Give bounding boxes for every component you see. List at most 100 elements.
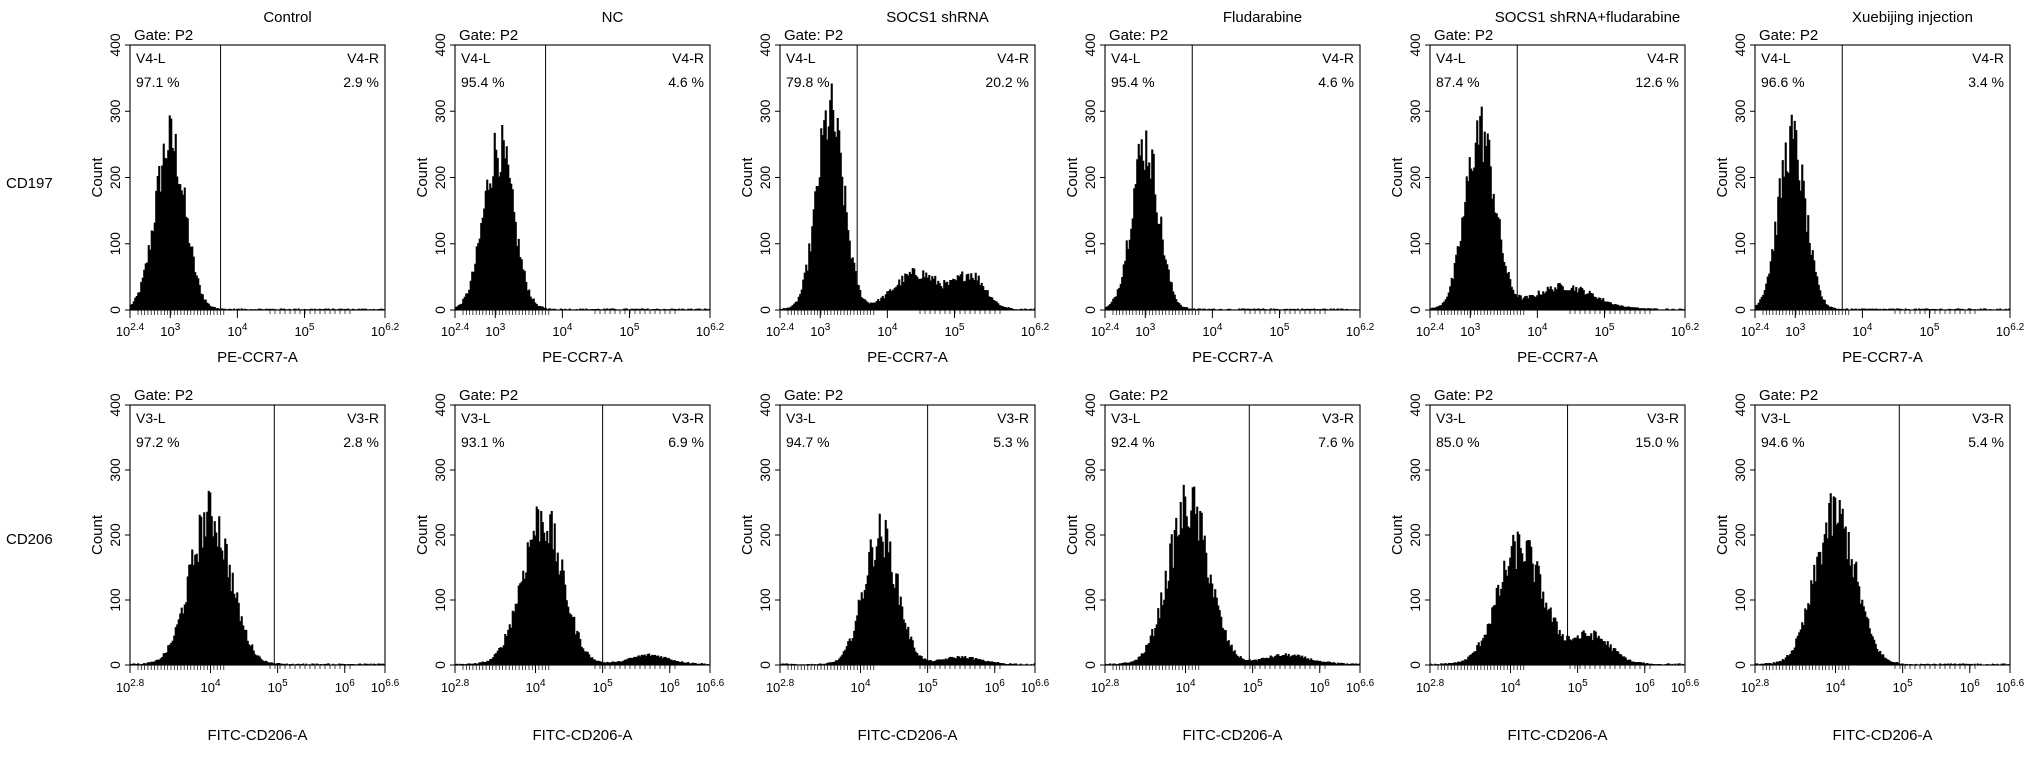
x-tick-base: 10	[552, 324, 566, 339]
gate-label: Gate: P2	[1109, 27, 1168, 44]
x-axis-label: FITC-CD206-A	[857, 727, 957, 744]
x-tick-exponent: 5	[1582, 678, 1588, 689]
x-axis-label: PE-CCR7-A	[1842, 349, 1923, 366]
gate-right-percent: 15.0 %	[1635, 434, 1679, 450]
gate-right-label: V3-R	[672, 410, 704, 426]
x-tick-exponent: 6	[999, 678, 1005, 689]
x-tick-exponent: 4	[1515, 678, 1521, 689]
histogram-panel-cd197-3: SOCS1 shRNA Gate: P2 V4-L 79.8 % V4-R 20.2 % 0…	[739, 9, 1050, 366]
y-tick-label: 0	[1732, 306, 1748, 314]
x-tick-base: 10	[201, 680, 215, 695]
histogram-bars	[129, 490, 386, 666]
x-tick-exponent: 5	[282, 678, 288, 689]
y-tick-label: 400	[432, 393, 448, 417]
gate-left-label: V3-L	[786, 410, 816, 426]
x-tick-exponent: 5	[1284, 322, 1290, 333]
y-axis-label: Count	[414, 514, 431, 555]
y-axis-label: Count	[739, 157, 756, 198]
x-tick-label: 102.8	[1741, 678, 1770, 695]
x-tick-base: 10	[696, 680, 710, 695]
gate-right-percent: 20.2 %	[985, 74, 1029, 90]
x-tick-label: 105	[1893, 678, 1913, 695]
y-tick-label: 0	[107, 661, 123, 669]
x-tick-label: 102.4	[441, 322, 470, 339]
x-tick-base: 10	[1852, 324, 1866, 339]
x-tick-base: 10	[619, 324, 633, 339]
y-tick-label: 0	[1732, 661, 1748, 669]
column-title: Control	[263, 9, 311, 26]
y-axis-label: Count	[1389, 157, 1406, 198]
x-tick-label: 105	[918, 678, 938, 695]
x-tick-base: 10	[441, 324, 455, 339]
x-tick-exponent: 6.2	[1360, 322, 1374, 333]
y-axis-label: Count	[1064, 157, 1081, 198]
y-axis-label: Count	[1064, 514, 1081, 555]
x-axis-label: PE-CCR7-A	[867, 349, 948, 366]
x-tick-base: 10	[1960, 680, 1974, 695]
x-tick-exponent: 6.2	[1685, 322, 1699, 333]
x-tick-base: 10	[227, 324, 241, 339]
x-tick-exponent: 6.2	[710, 322, 724, 333]
x-tick-base: 10	[1527, 324, 1541, 339]
gate-right-label: V4-R	[997, 50, 1029, 66]
x-tick-label: 106.6	[1346, 678, 1375, 695]
gate-label: Gate: P2	[134, 27, 193, 44]
gate-right-label: V4-R	[1322, 50, 1354, 66]
y-tick-label: 200	[1732, 523, 1748, 547]
x-tick-label: 104	[1527, 322, 1547, 339]
x-tick-exponent: 4	[865, 678, 871, 689]
histogram-panel-cd197-4: Fludarabine Gate: P2 V4-L 95.4 % V4-R 4.6 % 0 1…	[1064, 9, 1375, 366]
x-tick-base: 10	[810, 324, 824, 339]
gate-left-label: V4-L	[1111, 50, 1141, 66]
y-tick-label: 400	[1082, 393, 1098, 417]
x-tick-label: 106.6	[696, 678, 725, 695]
x-tick-base: 10	[1346, 680, 1360, 695]
y-tick-label: 400	[107, 393, 123, 417]
x-tick-exponent: 4	[892, 322, 898, 333]
x-tick-exponent: 6.6	[1685, 678, 1699, 689]
gate-left-label: V4-L	[136, 50, 166, 66]
y-tick-label: 0	[432, 306, 448, 314]
x-tick-label: 104	[1176, 678, 1196, 695]
y-tick-label: 300	[1082, 99, 1098, 123]
x-tick-exponent: 6.6	[1035, 678, 1049, 689]
y-tick-label: 300	[1732, 99, 1748, 123]
x-tick-base: 10	[1202, 324, 1216, 339]
histogram-panel-cd197-1: Control Gate: P2 V4-L 97.1 % V4-R 2.9 % 0 100 20…	[89, 9, 400, 366]
y-tick-label: 200	[107, 523, 123, 547]
histogram-panel-cd206-3: Gate: P2 V3-L 94.7 % V3-R 5.3 % 0 100 200 300 400…	[739, 387, 1050, 744]
gate-right-label: V3-R	[1972, 410, 2004, 426]
x-tick-exponent: 6	[674, 678, 680, 689]
x-tick-exponent: 2.4	[780, 322, 794, 333]
column-title: NC	[602, 9, 624, 26]
gate-left-label: V4-L	[1761, 50, 1791, 66]
x-tick-exponent: 4	[1542, 322, 1548, 333]
x-tick-exponent: 2.8	[1755, 678, 1769, 689]
y-tick-label: 100	[1407, 232, 1423, 256]
x-tick-exponent: 4	[540, 678, 546, 689]
y-tick-label: 100	[107, 232, 123, 256]
gate-left-percent: 95.4 %	[461, 74, 505, 90]
y-tick-label: 100	[107, 588, 123, 612]
gate-label: Gate: P2	[1759, 387, 1818, 404]
histogram-panel-cd206-5: Gate: P2 V3-L 85.0 % V3-R 15.0 % 0 100 200 300 40…	[1389, 387, 1700, 744]
x-tick-exponent: 6.2	[385, 322, 399, 333]
x-axis-label: PE-CCR7-A	[217, 349, 298, 366]
x-tick-exponent: 6	[1974, 678, 1980, 689]
histogram-panel-cd206-4: Gate: P2 V3-L 92.4 % V3-R 7.6 % 0 100 200 300 400…	[1064, 387, 1375, 744]
row-label-cd197: CD197	[6, 175, 53, 192]
gate-left-label: V4-L	[1436, 50, 1466, 66]
x-tick-label: 106	[985, 678, 1005, 695]
gate-label: Gate: P2	[459, 27, 518, 44]
gate-right-label: V3-R	[347, 410, 379, 426]
x-tick-label: 102.4	[1416, 322, 1445, 339]
x-tick-exponent: 5	[309, 322, 315, 333]
y-tick-label: 400	[757, 393, 773, 417]
y-tick-label: 300	[432, 458, 448, 482]
x-tick-label: 105	[593, 678, 613, 695]
gate-right-percent: 2.8 %	[343, 434, 379, 450]
x-tick-exponent: 6.6	[385, 678, 399, 689]
x-tick-base: 10	[1594, 324, 1608, 339]
